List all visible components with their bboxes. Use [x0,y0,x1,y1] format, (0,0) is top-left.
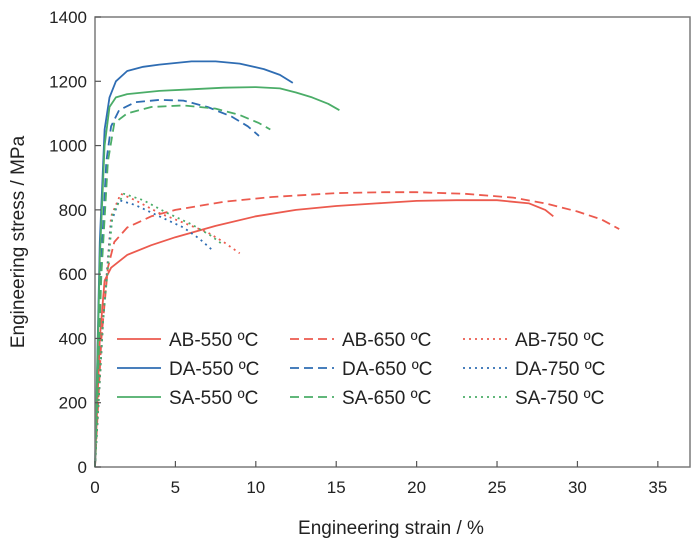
x-tick-label: 0 [90,478,99,497]
legend-label: SA-650 ºC [342,388,431,409]
legend-label: SA-750 ºC [515,388,604,409]
legend-label: DA-750 ºC [515,359,605,380]
x-tick-label: 10 [246,478,265,497]
series-line-6 [94,86,340,468]
series-line-0 [94,199,554,468]
legend-label: DA-550 ºC [169,359,259,380]
series-line-8 [94,192,225,468]
y-axis-label: Engineering stress / MPa [8,135,29,348]
x-tick-label: 5 [171,478,180,497]
x-tick-label: 15 [327,478,346,497]
legend-label: DA-650 ºC [342,359,432,380]
series-line-1 [94,191,620,468]
series-line-4 [94,99,260,468]
x-tick-label: 25 [488,478,507,497]
curves [94,60,620,468]
series-line-3 [94,60,294,468]
y-tick-label: 200 [59,394,87,413]
y-tick-label: 600 [59,265,87,284]
legend-label: AB-550 ºC [169,330,258,351]
y-tick-label: 0 [78,458,87,477]
x-axis-label: Engineering strain / % [298,518,484,539]
x-tick-label: 20 [407,478,426,497]
series-line-7 [94,104,271,468]
y-tick-label: 1200 [49,72,87,91]
y-tick-label: 400 [59,329,87,348]
y-tick-label: 1400 [49,8,87,27]
legend-label: SA-550 ºC [169,388,258,409]
y-tick-label: 800 [59,201,87,220]
axis-ticks: 0 5 10 15 20 25 30 35 0 200 400 600 800 1000 1200 1400 [49,8,667,497]
y-tick-label: 1000 [49,137,87,156]
plot-frame [94,16,691,468]
legend: AB-550 ºC AB-650 ºC AB-750 ºC DA-550 ºC DA-6… [117,330,605,409]
legend-label: AB-650 ºC [342,330,431,351]
x-tick-label: 35 [648,478,667,497]
x-tick-label: 30 [568,478,587,497]
legend-label: AB-750 ºC [515,330,604,351]
